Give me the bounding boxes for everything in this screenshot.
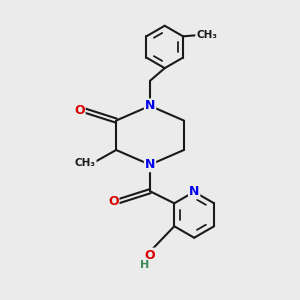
Text: H: H — [140, 260, 149, 270]
Text: N: N — [145, 99, 155, 112]
Text: CH₃: CH₃ — [75, 158, 96, 168]
Text: N: N — [145, 158, 155, 171]
Text: O: O — [145, 249, 155, 262]
Text: CH₃: CH₃ — [196, 30, 217, 40]
Text: O: O — [108, 195, 119, 208]
Text: O: O — [74, 104, 85, 117]
Text: N: N — [189, 185, 200, 198]
